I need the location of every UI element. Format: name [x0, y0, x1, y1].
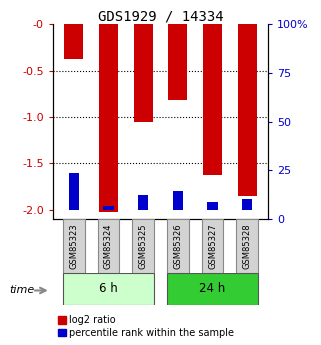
Bar — [242, 199, 253, 210]
Bar — [168, 24, 187, 100]
Text: 6 h: 6 h — [99, 283, 118, 295]
Bar — [68, 172, 79, 210]
Bar — [203, 24, 222, 176]
Bar — [134, 24, 153, 122]
Bar — [132, 219, 154, 273]
Bar — [64, 24, 83, 59]
Bar — [202, 219, 223, 273]
Text: time: time — [10, 286, 35, 295]
Bar — [99, 24, 118, 211]
Text: GSM85326: GSM85326 — [173, 223, 182, 269]
Bar — [103, 206, 114, 210]
Bar — [167, 273, 258, 305]
Text: GDS1929 / 14334: GDS1929 / 14334 — [98, 10, 223, 24]
Text: GSM85325: GSM85325 — [139, 223, 148, 268]
Bar — [63, 219, 85, 273]
Bar — [63, 273, 154, 305]
Bar — [167, 219, 189, 273]
Bar — [138, 195, 148, 210]
Text: GSM85328: GSM85328 — [243, 223, 252, 269]
Bar — [238, 24, 257, 196]
Bar — [173, 191, 183, 210]
Bar — [207, 203, 218, 210]
Text: GSM85323: GSM85323 — [69, 223, 78, 269]
Bar — [98, 219, 119, 273]
Text: GSM85327: GSM85327 — [208, 223, 217, 269]
Legend: log2 ratio, percentile rank within the sample: log2 ratio, percentile rank within the s… — [58, 315, 235, 338]
Text: GSM85324: GSM85324 — [104, 223, 113, 268]
Text: 24 h: 24 h — [199, 283, 226, 295]
Bar — [236, 219, 258, 273]
